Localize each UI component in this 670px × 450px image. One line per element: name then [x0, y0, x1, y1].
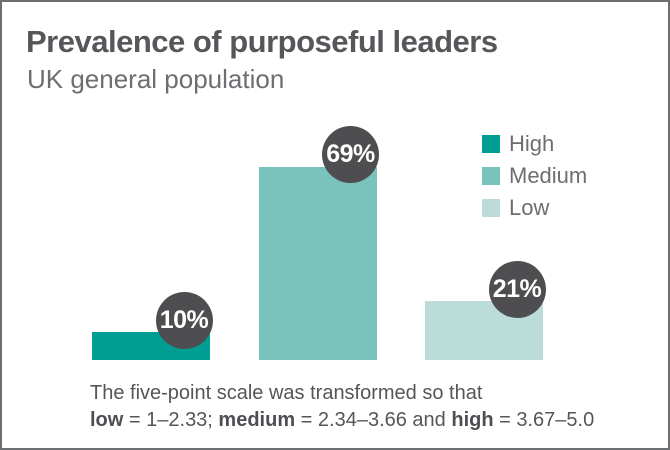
footnote-text: = 2.34–3.66 and: [295, 409, 452, 431]
bar-medium: [258, 166, 377, 360]
legend-item-high: High: [482, 131, 587, 156]
legend-label: Low: [509, 195, 550, 220]
footnote-text: = 3.67–5.0: [493, 409, 595, 431]
chart-title: Prevalence of purposeful leaders: [26, 24, 498, 59]
data-label-badge-low: 21%: [488, 260, 546, 318]
legend-swatch-high: [482, 135, 500, 153]
legend: High Medium Low: [482, 131, 587, 231]
footnote-term: medium: [218, 409, 296, 431]
footnote-line-1: The five-point scale was transformed so …: [90, 382, 483, 404]
footnote-term: low: [90, 409, 124, 431]
footnote: The five-point scale was transformed so …: [90, 380, 594, 434]
legend-swatch-low: [482, 199, 500, 217]
footnote-text: = 1–2.33;: [123, 409, 219, 431]
legend-label: Medium: [509, 163, 588, 188]
legend-swatch-medium: [482, 167, 500, 185]
legend-item-low: Low: [482, 195, 587, 220]
chart-subtitle: UK general population: [27, 64, 285, 94]
footnote-line-2: low = 1–2.33; medium = 2.34–3.66 and hig…: [90, 407, 594, 434]
legend-item-medium: Medium: [482, 163, 587, 188]
footnote-term: high: [451, 409, 494, 431]
data-label-badge-high: 10%: [155, 291, 213, 349]
data-label-badge-medium: 69%: [322, 126, 379, 184]
legend-label: High: [509, 131, 555, 156]
